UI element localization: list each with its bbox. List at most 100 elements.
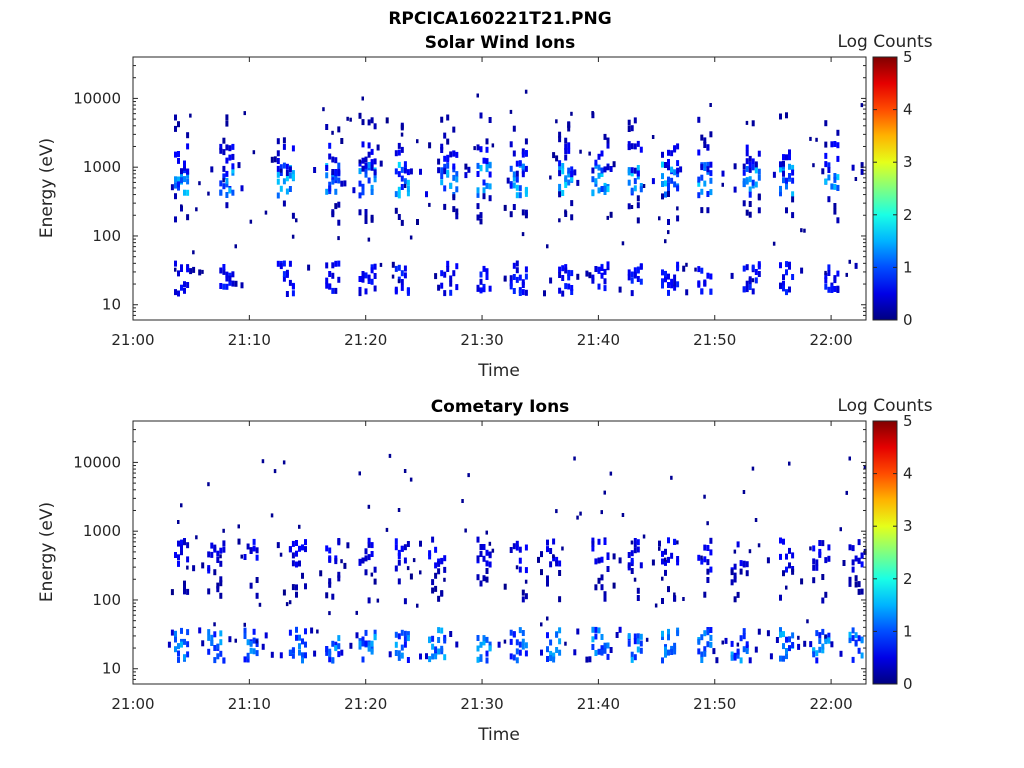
cometary-heat-cell — [546, 575, 549, 582]
cometary-heat-cell — [210, 640, 214, 646]
solar-wind-heat-cell — [579, 149, 582, 154]
cometary-heat-cell — [733, 549, 737, 554]
solar-wind-heat-cell — [558, 191, 562, 198]
solar-wind-heat-cell — [279, 185, 283, 192]
solar-wind-heat-cell — [748, 191, 752, 198]
solar-wind-heat-cell — [288, 172, 292, 179]
cometary-heat-cell — [246, 639, 250, 646]
cometary-heat-cell — [639, 640, 643, 647]
cometary-x-tick-label: 21:40 — [577, 695, 620, 713]
solar-wind-heat-cell — [440, 167, 444, 174]
cometary-heat-cell — [431, 635, 435, 642]
solar-wind-heat-cell — [751, 164, 755, 171]
cometary-heat-cell — [633, 638, 637, 645]
cometary-heat-cell — [295, 561, 298, 568]
cometary-heat-cell — [848, 634, 852, 641]
solar-wind-heat-cell — [518, 185, 522, 192]
solar-wind-heat-cell — [443, 163, 447, 170]
solar-wind-heat-cell — [231, 143, 235, 150]
solar-wind-heat-cell — [170, 184, 174, 191]
solar-wind-heat-cell — [782, 285, 785, 292]
solar-wind-y-tick-label: 100 — [92, 227, 121, 245]
solar-wind-heat-cell — [503, 277, 507, 282]
cometary-heat-cell — [540, 569, 543, 576]
solar-wind-heat-cell — [512, 182, 516, 189]
cometary-x-tick-label: 21:50 — [693, 695, 736, 713]
solar-wind-heat-cell — [661, 278, 664, 285]
cometary-heat-cell — [546, 546, 549, 553]
solar-wind-heat-cell — [189, 268, 193, 275]
cometary-heat-cell — [228, 636, 232, 643]
cometary-heat-cell — [658, 540, 661, 547]
cometary-title: Cometary Ions — [431, 397, 570, 417]
solar-wind-heat-cell — [788, 263, 791, 270]
solar-wind-heat-cell — [833, 141, 837, 147]
solar-wind-heat-cell — [346, 116, 349, 121]
solar-wind-colorbar-gradient — [872, 56, 898, 321]
solar-wind-heat-cell — [400, 124, 404, 131]
cometary-heat-cell — [246, 656, 250, 663]
solar-wind-heat-cell — [757, 168, 761, 175]
solar-wind-heat-cell — [697, 180, 701, 187]
solar-wind-heat-cell — [821, 168, 825, 175]
solar-wind-heat-cell — [633, 271, 637, 278]
cometary-heat-cell — [591, 626, 595, 633]
cometary-heat-cell — [252, 628, 256, 635]
cometary-heat-cell — [633, 538, 637, 544]
cometary-heat-cell — [706, 545, 710, 551]
solar-wind-heat-cell — [676, 160, 680, 167]
cometary-heat-cell — [198, 627, 202, 634]
solar-wind-heat-cell — [597, 164, 601, 171]
solar-wind-heat-cell — [782, 274, 785, 281]
cometary-y-tick-label: 10 — [102, 660, 121, 678]
solar-wind-heat-cell — [361, 157, 365, 164]
solar-wind-heat-cell — [222, 165, 226, 172]
cometary-heat-cell — [431, 579, 435, 586]
solar-wind-heat-cell — [473, 146, 476, 151]
solar-wind-heat-cell — [860, 103, 864, 108]
cometary-heat-cell — [664, 559, 667, 566]
solar-wind-heat-cell — [183, 164, 186, 171]
cometary-heat-cell — [467, 473, 470, 478]
solar-wind-heat-cell — [276, 138, 280, 145]
solar-wind-heat-cell — [367, 162, 371, 168]
solar-wind-heat-cell — [661, 269, 664, 276]
solar-wind-heat-cell — [225, 271, 229, 278]
cometary-heat-cell — [782, 538, 785, 545]
cometary-heat-cell — [340, 649, 344, 656]
cometary-heat-cell — [815, 630, 819, 637]
cometary-heat-cell — [394, 538, 398, 545]
cometary-heat-cell — [664, 651, 667, 658]
cometary-heat-cell — [183, 638, 186, 645]
cometary-heat-cell — [630, 656, 634, 663]
solar-wind-heat-cell — [685, 262, 688, 267]
solar-wind-heat-cell — [479, 278, 483, 285]
solar-wind-heat-cell — [636, 267, 640, 274]
solar-wind-heat-cell — [630, 167, 634, 174]
solar-wind-heat-cell — [370, 117, 374, 124]
solar-wind-heat-cell — [225, 181, 229, 188]
solar-wind-heat-cell — [373, 176, 377, 183]
cometary-heat-cell — [428, 656, 432, 663]
cometary-heat-cell — [630, 568, 634, 574]
cometary-heat-cell — [633, 654, 637, 661]
cometary-heat-cell — [769, 653, 773, 660]
solar-wind-heat-cell — [636, 170, 640, 177]
solar-wind-heat-cell — [406, 190, 410, 197]
cometary-heat-cell — [361, 636, 365, 643]
cometary-heat-cell — [177, 560, 180, 567]
solar-wind-heat-cell — [397, 214, 401, 220]
solar-wind-heat-cell — [667, 149, 670, 156]
cometary-heat-cell — [443, 577, 446, 582]
solar-wind-heat-cell — [524, 150, 528, 156]
cometary-heat-cell — [779, 627, 782, 634]
solar-wind-heat-cell — [779, 282, 782, 289]
solar-wind-heat-cell — [358, 112, 362, 119]
cometary-heat-cell — [210, 551, 214, 558]
cometary-heat-cell — [785, 566, 788, 573]
cometary-heat-cell — [476, 635, 480, 641]
cometary-heat-cell — [219, 560, 223, 567]
cometary-heat-cell — [476, 536, 480, 543]
solar-wind-heat-cell — [349, 117, 352, 122]
cometary-heat-cell — [715, 657, 719, 664]
